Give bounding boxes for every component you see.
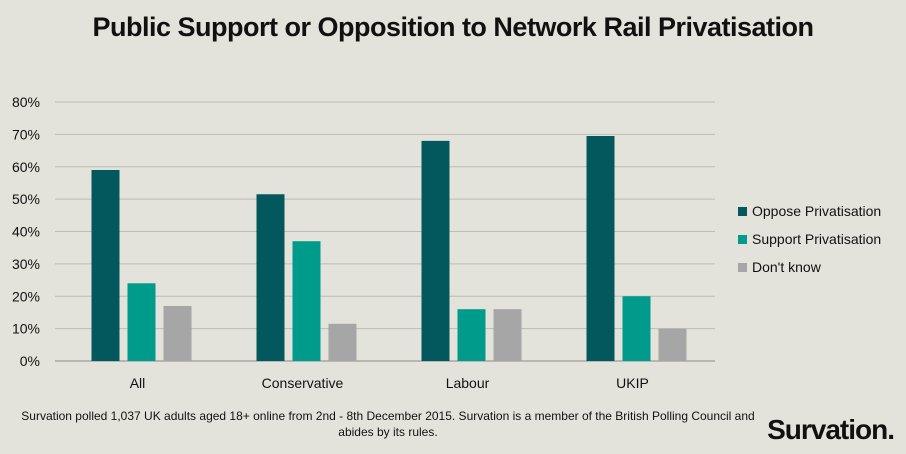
y-tick-label: 10% xyxy=(12,321,40,337)
y-tick-label: 60% xyxy=(12,159,40,175)
y-tick-label: 30% xyxy=(12,256,40,272)
x-tick-label: Labour xyxy=(446,375,490,391)
survation-logo: Survation. xyxy=(767,414,895,445)
bar-don-t-know-all xyxy=(163,305,192,361)
legend-swatch xyxy=(738,207,747,216)
y-tick-label: 20% xyxy=(12,288,40,304)
bar-support-privatisation-conservative xyxy=(292,241,321,361)
y-tick-label: 80% xyxy=(12,94,40,110)
x-tick-label: All xyxy=(130,375,146,391)
legend-swatch xyxy=(738,235,747,244)
y-tick-label: 70% xyxy=(12,126,40,142)
bar-don-t-know-conservative xyxy=(328,323,357,361)
footnote: Survation polled 1,037 UK adults aged 18… xyxy=(21,409,755,439)
bar-support-privatisation-ukip xyxy=(622,296,651,361)
y-tick-label: 0% xyxy=(20,353,40,369)
bar-oppose-privatisation-all xyxy=(91,169,120,361)
y-tick-label: 40% xyxy=(12,224,40,240)
bar-don-t-know-labour xyxy=(493,309,522,361)
legend-label: Oppose Privatisation xyxy=(752,203,881,219)
bar-support-privatisation-labour xyxy=(457,309,486,361)
bar-oppose-privatisation-conservative xyxy=(256,194,285,361)
legend-label: Support Privatisation xyxy=(752,231,881,247)
x-tick-label: UKIP xyxy=(616,375,649,391)
bar-oppose-privatisation-ukip xyxy=(586,135,615,361)
y-tick-label: 50% xyxy=(12,191,40,207)
legend-label: Don't know xyxy=(752,259,822,275)
bar-support-privatisation-all xyxy=(127,283,156,361)
chart-title: Public Support or Opposition to Network … xyxy=(92,12,814,42)
bar-don-t-know-ukip xyxy=(658,328,687,361)
legend-swatch xyxy=(738,263,747,272)
bar-oppose-privatisation-labour xyxy=(421,140,450,361)
x-tick-label: Conservative xyxy=(262,375,344,391)
